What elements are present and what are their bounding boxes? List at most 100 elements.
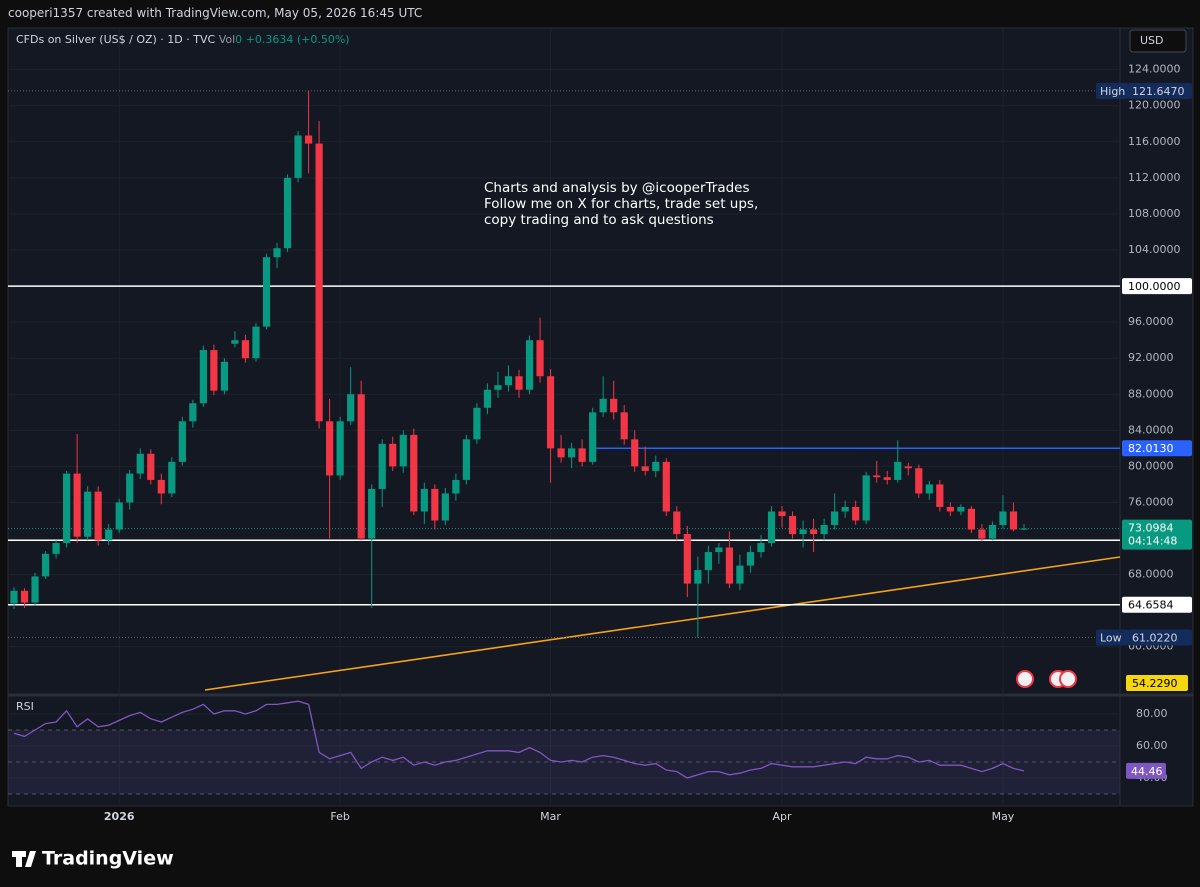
rsi-pane [8,700,1120,795]
last-price-label: 73.0984 [1128,522,1174,535]
y-tick-label: 108.0000 [1128,207,1181,220]
candle-body [841,506,849,512]
extreme-name-box [1096,82,1128,99]
candle-body [73,473,81,537]
countdown: 04:14:48 [1128,535,1177,548]
x-tick-label: Apr [773,810,793,823]
candle-body [673,511,681,535]
candle-body [136,453,144,474]
candle-body [31,576,39,603]
y-tick-label: 88.0000 [1128,387,1174,400]
candle-body [473,407,481,440]
annotation: Charts and analysis by @icooperTrades [484,180,750,196]
candle-body [620,412,628,440]
candle-body [431,488,439,521]
candle-body [694,570,702,584]
logo-text: TradingView [42,848,174,870]
candle-body [52,543,60,554]
logo-mark [12,851,36,867]
candle-body [831,511,839,525]
extreme-value-box [1128,82,1192,99]
candle-body [988,525,997,539]
y-tick-label: 96.0000 [1128,315,1174,328]
y-tick-label: 84.0000 [1128,423,1174,436]
price-change: +0.3634 (+0.50%) [245,33,350,46]
drawings [8,90,1120,691]
x-tick-label: May [992,810,1015,823]
currency: USD [1140,34,1164,47]
currency-button[interactable] [1129,29,1187,53]
credit: cooperi1357 created with TradingView.com… [8,6,423,20]
candles [10,90,1028,638]
y-tick-label: 92.0000 [1128,351,1174,364]
candle-body [683,534,691,584]
candle-body [357,394,365,539]
candle-body [873,475,881,478]
x-tick-label: Mar [540,810,561,823]
candle-body [441,493,449,521]
candle-body [94,491,102,541]
candle-body [84,491,92,537]
level-label: 82.0130 [1128,442,1174,455]
x-tick-label: Feb [330,810,349,823]
event-icon[interactable] [1016,670,1034,688]
candle-body [294,135,302,178]
level-label-box [1122,278,1192,295]
candle-body [631,439,639,467]
extreme-name-box [1096,629,1128,646]
y-tick-label: 80.0000 [1128,459,1174,472]
level-label: 64.6584 [1128,599,1174,612]
y-tick-label: 124.0000 [1128,63,1181,76]
candle-body [915,468,923,494]
candle-body [210,350,218,391]
candle-body [389,443,397,467]
candle-body [126,473,134,503]
candle-body [894,461,902,480]
rsi-tick-label: 80.00 [1136,707,1168,720]
candle-body [326,421,334,476]
event-icons [1016,670,1077,688]
candle-body [767,511,776,544]
candle-body [410,434,418,512]
rsi-value-label: 44.46 [1131,765,1163,778]
candle-body [304,135,313,144]
candle-body [105,529,113,541]
candle-body [904,466,912,469]
candle-body [494,385,502,390]
axis-labels: 124.0000 120.0000 116.0000 112.0000 108.0000… [104,63,1192,823]
extreme-value: 61.0220 [1132,632,1178,645]
candle-body [220,361,229,391]
event-icon[interactable] [1059,670,1077,688]
extreme-name: High [1100,85,1125,98]
candle-body [820,525,828,535]
y-tick-label: 120.0000 [1128,99,1181,112]
grid [8,28,1120,806]
symbol: CFDs on Silver (US$ / OZ) · 1D · TVC [16,33,216,46]
candle-body [20,590,29,603]
extreme-value: 121.6470 [1132,85,1185,98]
candle-body [883,477,891,480]
candle-body [546,376,555,449]
candle-body [852,506,860,521]
candle-body [462,439,470,480]
candle-body [725,547,734,584]
extreme-name: Low [1100,632,1122,645]
candle-body [946,506,954,512]
trendline [204,556,1120,691]
candle-body [778,511,786,516]
annotation: Follow me on X for charts, trade set ups… [484,196,758,212]
candle-body [168,461,176,494]
candle-body [957,506,965,512]
candle-body [736,565,744,584]
level-label-box [1122,440,1192,457]
level-label: 100.0000 [1128,280,1181,293]
y-tick-label: 112.0000 [1128,171,1181,184]
candle-body [641,466,649,471]
candle-body [746,552,755,566]
candle-body [557,448,565,458]
candle-body [809,529,818,535]
candle-body [715,547,723,553]
legend: CFDs on Silver (US$ / OZ) · 1D · TVC Vol… [16,33,350,46]
extreme-value-box [1128,629,1192,646]
